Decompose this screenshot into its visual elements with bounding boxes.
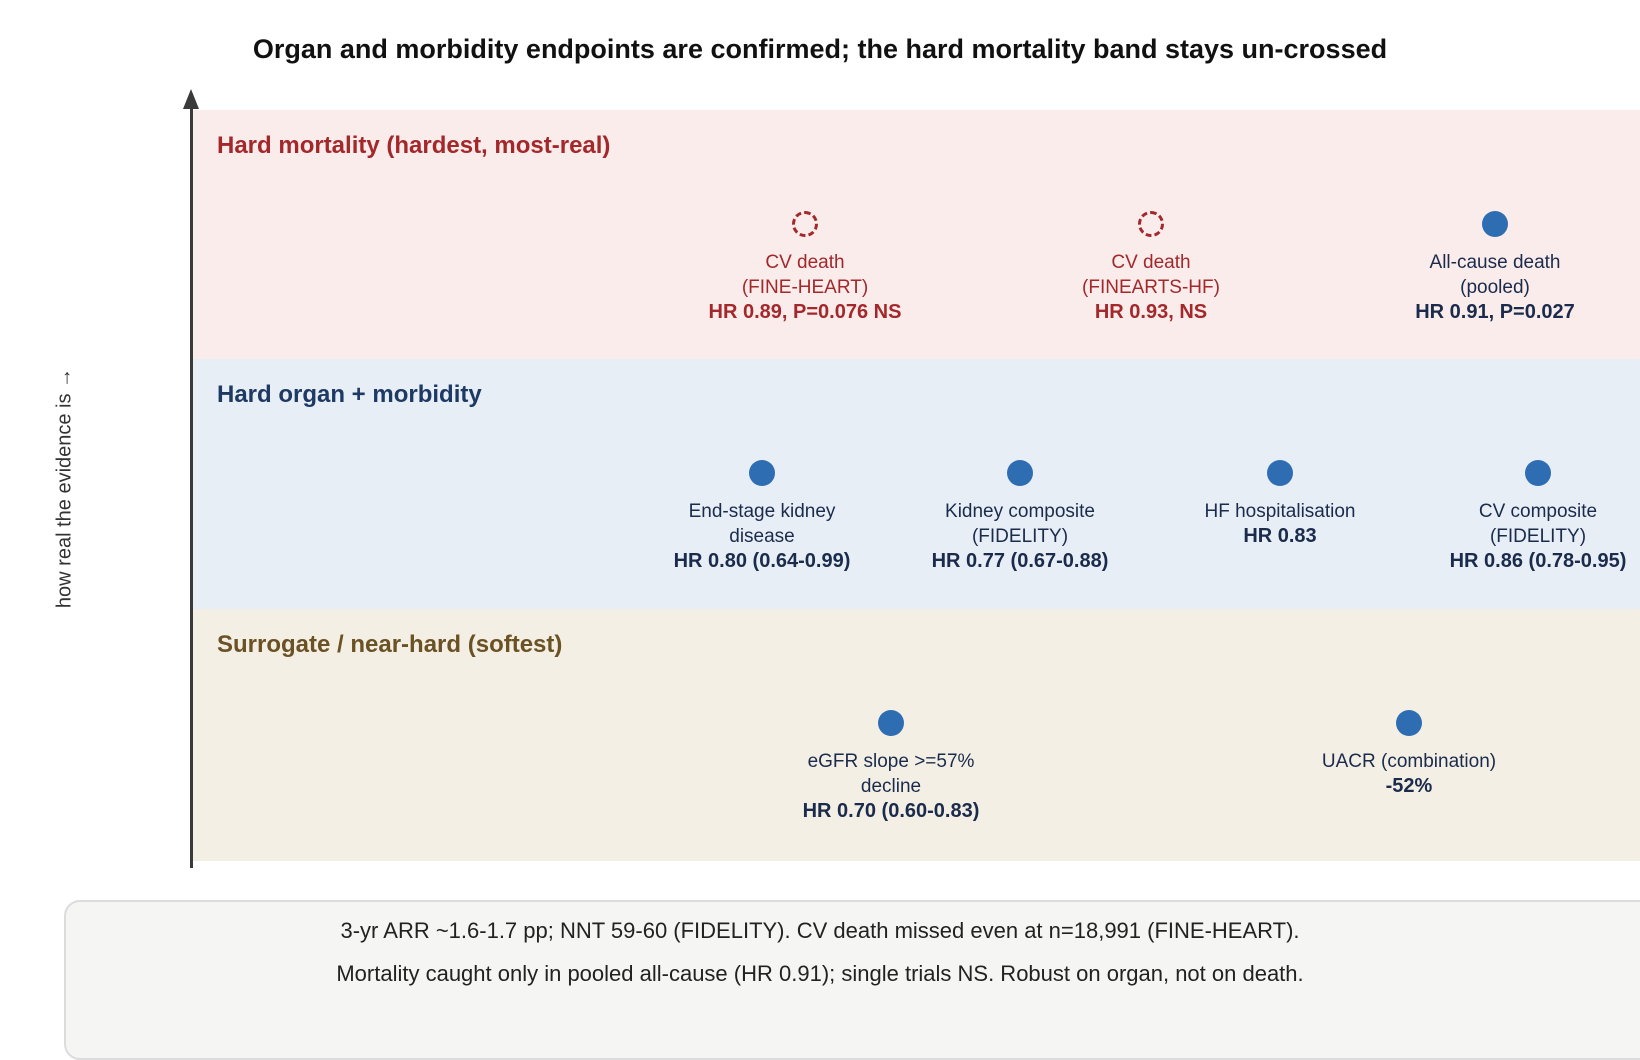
endpoint-name-line: CV death bbox=[1111, 252, 1191, 273]
endpoint-label: HF hospitalisation HR 0.83 bbox=[1120, 499, 1440, 549]
summary-line-1: 3-yr ARR ~1.6-1.7 pp; NNT 59-60 (FIDELIT… bbox=[340, 918, 1300, 943]
endpoint-stat: HR 0.93, NS bbox=[1094, 301, 1208, 323]
endpoint-stat: HR 0.83 bbox=[1243, 525, 1317, 547]
endpoint-name-line: CV death bbox=[765, 252, 845, 273]
endpoint-label: Kidney composite (FIDELITY) HR 0.77 (0.67-… bbox=[860, 499, 1180, 574]
chart-title: Organ and morbidity endpoints are confir… bbox=[252, 34, 1388, 64]
endpoint-stat: HR 0.91, P=0.027 bbox=[1415, 301, 1575, 323]
y-axis-arrow-icon bbox=[183, 89, 199, 109]
endpoint-label: eGFR slope >=57% decline HR 0.70 (0.60-0.8… bbox=[731, 749, 1051, 824]
endpoint-label: CV death (FINEARTS-HF) HR 0.93, NS bbox=[991, 250, 1311, 325]
endpoint-stat: -52% bbox=[1385, 775, 1433, 797]
filled-circle-marker-icon bbox=[1267, 460, 1293, 486]
endpoint-name-line: All-cause death bbox=[1429, 252, 1561, 273]
endpoint-name-line: disease bbox=[729, 526, 795, 547]
endpoint-name-line: CV composite bbox=[1478, 501, 1598, 522]
endpoint-name-line: (FINEARTS-HF) bbox=[1082, 277, 1220, 298]
band-hard-organ-morbidity: Hard organ + morbidity End-stage kidney d… bbox=[193, 359, 1640, 611]
endpoint-name-line: (pooled) bbox=[1460, 277, 1530, 298]
endpoint-name-line: UACR (combination) bbox=[1321, 751, 1497, 772]
endpoint-label: All-cause death (pooled) HR 0.91, P=0.027 bbox=[1335, 250, 1640, 325]
endpoint-label: CV death (FINE-HEART) HR 0.89, P=0.076 NS bbox=[645, 250, 965, 325]
endpoint-stat: HR 0.77 (0.67-0.88) bbox=[931, 550, 1109, 572]
band-label-hard-mortality: Hard mortality (hardest, most-real) bbox=[217, 132, 611, 159]
endpoint-name-line: (FIDELITY) bbox=[1489, 526, 1587, 547]
endpoint-stat: HR 0.70 (0.60-0.83) bbox=[802, 800, 980, 822]
endpoint-label: UACR (combination) -52% bbox=[1249, 749, 1569, 799]
band-label-hard-organ-morbidity: Hard organ + morbidity bbox=[217, 381, 482, 408]
dashed-circle-marker-icon bbox=[1138, 211, 1164, 237]
endpoint-name-line: decline bbox=[860, 776, 922, 797]
band-label-surrogate: Surrogate / near-hard (softest) bbox=[217, 631, 563, 658]
y-axis-label: how real the evidence is → bbox=[53, 367, 76, 609]
endpoint-stat: HR 0.86 (0.78-0.95) bbox=[1449, 550, 1627, 572]
filled-circle-marker-icon bbox=[749, 460, 775, 486]
summary-line-2: Mortality caught only in pooled all-caus… bbox=[336, 961, 1304, 986]
endpoint-name-line: (FINE-HEART) bbox=[741, 277, 869, 298]
endpoint-stat: HR 0.89, P=0.076 NS bbox=[708, 301, 902, 323]
band-hard-mortality: Hard mortality (hardest, most-real) CV d… bbox=[193, 110, 1640, 362]
filled-circle-marker-icon bbox=[1396, 710, 1422, 736]
endpoint-label: CV composite (FIDELITY) HR 0.86 (0.78-0.95… bbox=[1378, 499, 1640, 574]
endpoint-label: End-stage kidney disease HR 0.80 (0.64-0.9… bbox=[602, 499, 922, 574]
endpoint-stat: HR 0.80 (0.64-0.99) bbox=[673, 550, 851, 572]
endpoint-name-line: HF hospitalisation bbox=[1204, 501, 1356, 522]
filled-circle-marker-icon bbox=[1482, 211, 1508, 237]
endpoint-name-line: End-stage kidney bbox=[688, 501, 836, 522]
endpoint-name-line: Kidney composite bbox=[945, 501, 1095, 522]
filled-circle-marker-icon bbox=[1007, 460, 1033, 486]
y-axis-line bbox=[190, 104, 193, 868]
band-surrogate: Surrogate / near-hard (softest) eGFR slo… bbox=[193, 609, 1640, 861]
endpoint-name-line: eGFR slope >=57% bbox=[807, 751, 975, 772]
filled-circle-marker-icon bbox=[878, 710, 904, 736]
filled-circle-marker-icon bbox=[1525, 460, 1551, 486]
endpoint-name-line: (FIDELITY) bbox=[971, 526, 1069, 547]
dashed-circle-marker-icon bbox=[792, 211, 818, 237]
